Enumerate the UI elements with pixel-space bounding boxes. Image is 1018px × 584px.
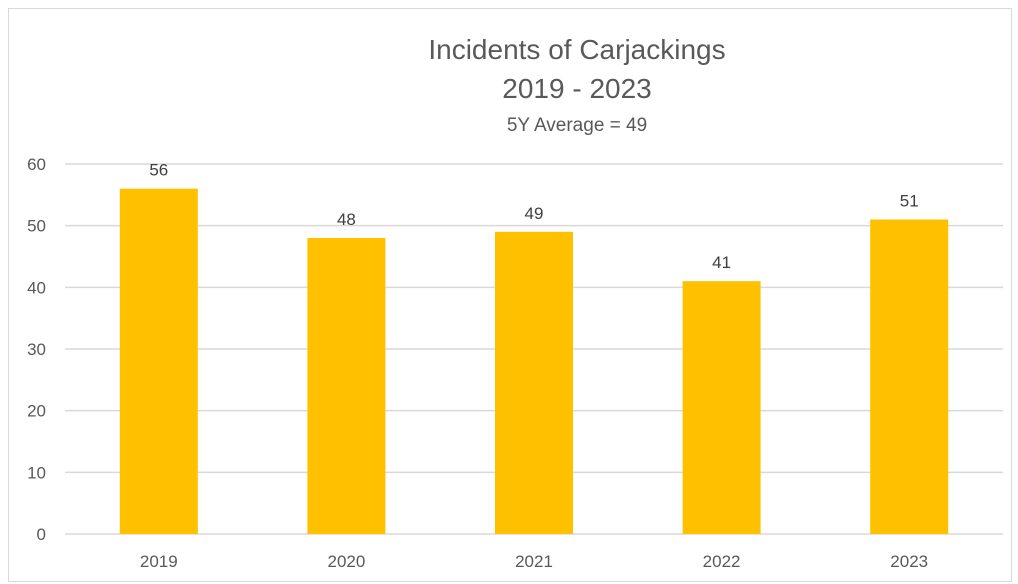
y-tick-label: 10 — [27, 463, 46, 482]
x-tick-label: 2021 — [515, 552, 553, 571]
x-tick-label: 2023 — [890, 552, 928, 571]
data-label: 56 — [149, 161, 168, 180]
bar-2021 — [495, 231, 573, 535]
y-tick-label: 60 — [27, 155, 46, 174]
y-tick-label: 30 — [27, 340, 46, 359]
bar-2019 — [119, 188, 198, 534]
bar-2020 — [307, 238, 386, 534]
data-label: 48 — [337, 210, 356, 229]
y-tick-label: 0 — [37, 525, 46, 544]
x-axis: 2019 2020 2021 2022 2023 — [140, 552, 928, 571]
y-tick-label: 20 — [27, 402, 46, 421]
bars: 56 48 49 41 51 — [119, 161, 949, 535]
chart-title: Incidents of Carjackings — [428, 34, 725, 65]
x-tick-label: 2020 — [327, 552, 365, 571]
y-tick-label: 40 — [27, 278, 46, 297]
data-label: 49 — [525, 204, 544, 223]
y-axis: 0 10 20 30 40 50 60 — [27, 155, 46, 544]
data-label: 41 — [712, 253, 731, 272]
chart-subtitle: 5Y Average = 49 — [507, 115, 647, 136]
x-tick-label: 2019 — [140, 552, 178, 571]
chart-title-years: 2019 - 2023 — [502, 73, 651, 104]
bar-2023 — [870, 219, 949, 534]
y-tick-label: 50 — [27, 217, 46, 236]
data-label: 51 — [900, 192, 919, 211]
bar-2022 — [682, 281, 761, 534]
x-tick-label: 2022 — [703, 552, 741, 571]
